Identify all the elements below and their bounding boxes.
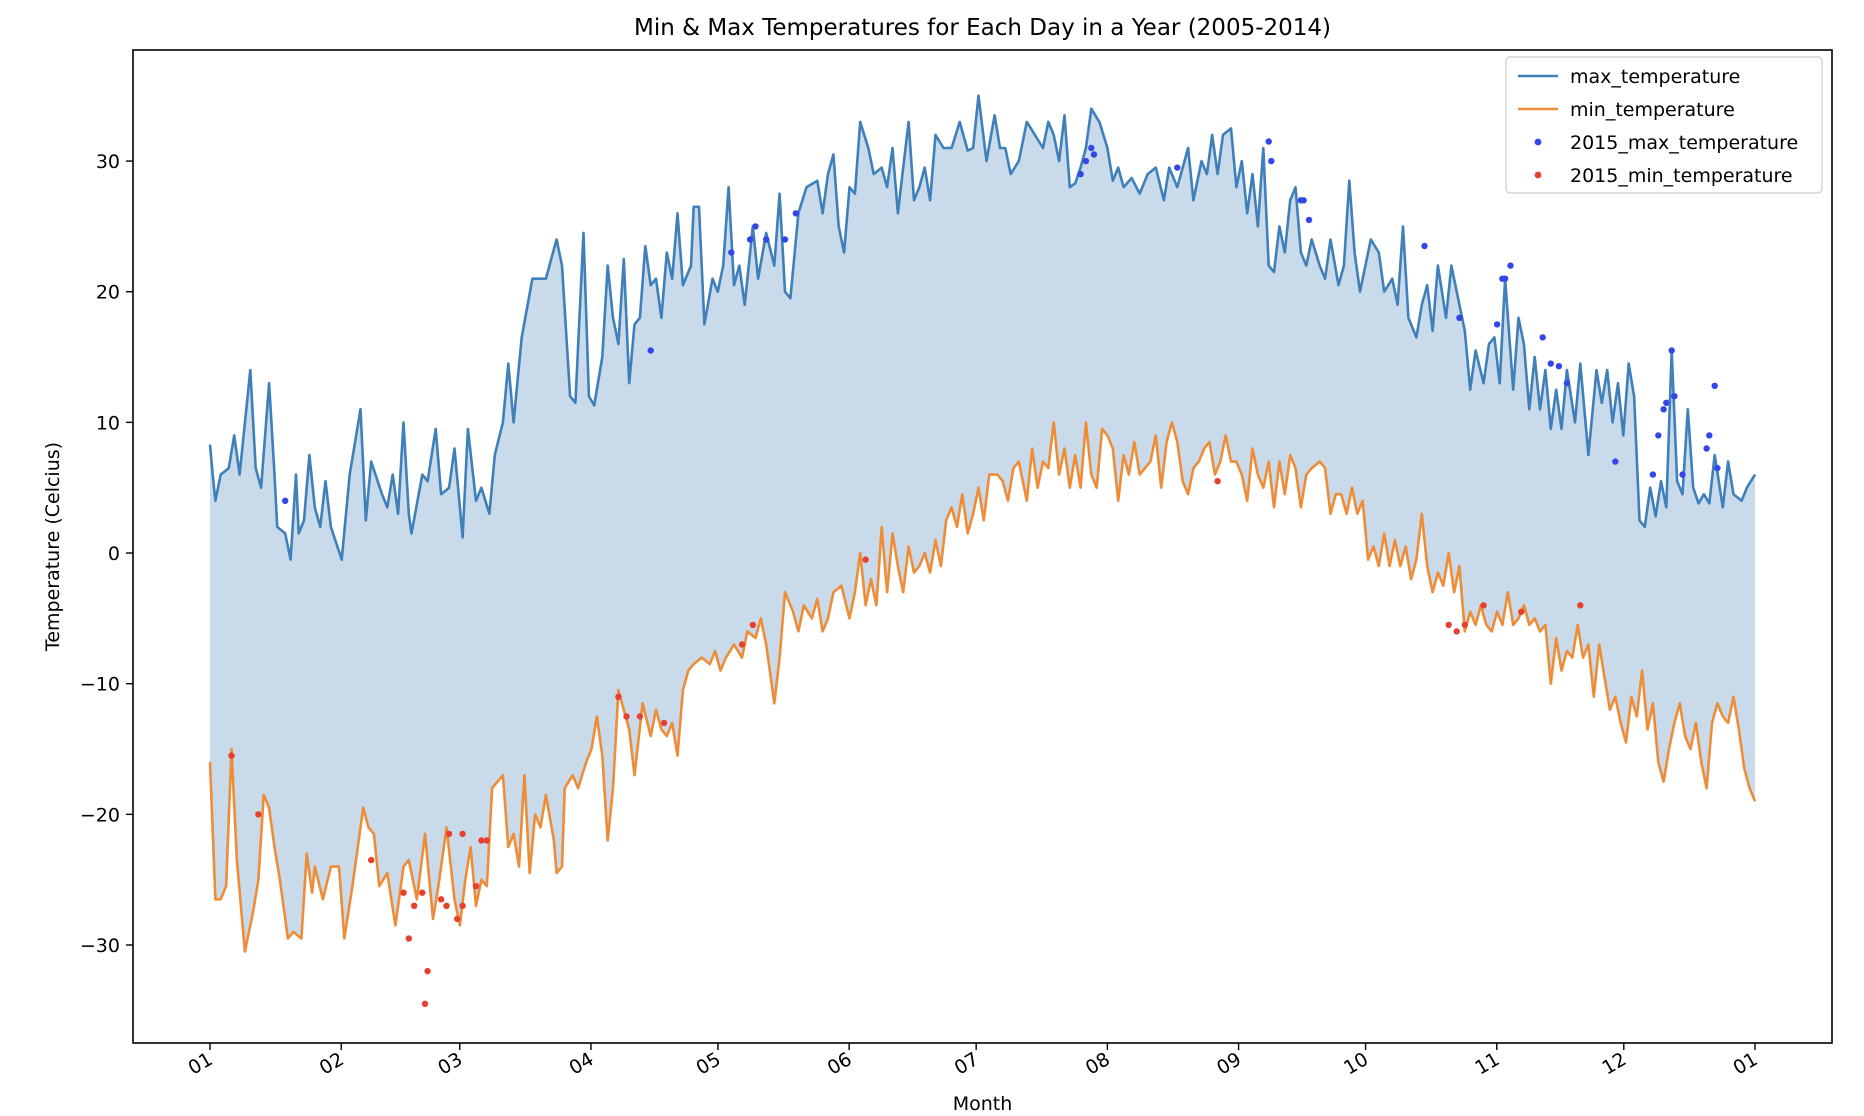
chart-title: Min & Max Temperatures for Each Day in a… bbox=[634, 15, 1331, 41]
data-point-2015-min-temperature-10 bbox=[443, 902, 450, 909]
data-point-2015-max-temperature-18 bbox=[1421, 242, 1428, 250]
data-point-2015-max-temperature-2 bbox=[728, 249, 735, 256]
data-point-2015-min-temperature-7 bbox=[421, 1000, 429, 1007]
data-point-2015-max-temperature-11 bbox=[1090, 151, 1098, 158]
data-point-2015-max-temperature-32 bbox=[1663, 399, 1670, 406]
y-axis-label: Temperature (Celcius) bbox=[42, 442, 64, 652]
data-point-2015-min-temperature-14 bbox=[459, 830, 466, 838]
data-point-2015-min-temperature-4 bbox=[405, 935, 412, 942]
data-point-2015-max-temperature-28 bbox=[1612, 458, 1619, 465]
data-point-2015-max-temperature-30 bbox=[1655, 432, 1662, 439]
series-line-max-temperature bbox=[208, 94, 1757, 561]
data-point-2015-max-temperature-3 bbox=[746, 236, 754, 243]
y-tick-label: 0 bbox=[108, 543, 120, 565]
data-point-2015-max-temperature-7 bbox=[792, 210, 799, 217]
data-point-2015-max-temperature-14 bbox=[1268, 157, 1275, 165]
y-tick-label: −10 bbox=[80, 674, 120, 696]
legend: max_temperature min_temperature 2015_max_t… bbox=[1505, 56, 1823, 194]
data-point-2015-min-temperature-20 bbox=[636, 713, 644, 720]
data-point-2015-min-temperature-12 bbox=[454, 915, 461, 923]
data-point-2015-max-temperature-37 bbox=[1706, 432, 1713, 439]
data-point-2015-min-temperature-19 bbox=[623, 713, 630, 720]
data-point-2015-max-temperature-10 bbox=[1088, 144, 1095, 152]
data-point-2015-max-temperature-24 bbox=[1539, 334, 1546, 341]
legend-swatch-2015-min-temperature bbox=[1534, 171, 1542, 179]
data-point-2015-min-temperature-0 bbox=[228, 752, 235, 759]
data-point-2015-max-temperature-8 bbox=[1077, 170, 1084, 178]
series-layer bbox=[208, 94, 1757, 1007]
data-point-2015-max-temperature-16 bbox=[1300, 197, 1307, 204]
data-point-2015-min-temperature-1 bbox=[255, 811, 262, 818]
data-point-2015-max-temperature-25 bbox=[1547, 360, 1555, 367]
legend-label-2015-min-temperature: 2015_min_temperature bbox=[1570, 165, 1793, 187]
data-point-2015-min-temperature-15 bbox=[472, 883, 480, 890]
data-point-2015-max-temperature-38 bbox=[1711, 382, 1718, 389]
data-point-2015-min-temperature-5 bbox=[411, 902, 418, 909]
series-points-2015-max-temperature bbox=[282, 138, 1721, 504]
data-point-2015-min-temperature-9 bbox=[437, 896, 445, 903]
plot-frame bbox=[132, 49, 1833, 1044]
data-point-2015-min-temperature-26 bbox=[1445, 621, 1452, 629]
data-point-2015-min-temperature-16 bbox=[478, 837, 485, 844]
y-tick-label: −30 bbox=[80, 935, 120, 957]
data-point-2015-min-temperature-18 bbox=[615, 693, 622, 700]
data-point-2015-max-temperature-34 bbox=[1671, 393, 1678, 400]
data-point-2015-max-temperature-23 bbox=[1501, 275, 1509, 282]
y-tick-label: 20 bbox=[96, 282, 120, 304]
legend-swatch-2015-max-temperature bbox=[1534, 138, 1542, 146]
data-point-2015-min-temperature-2 bbox=[368, 856, 375, 864]
data-point-2015-max-temperature-22 bbox=[1507, 262, 1514, 269]
data-point-2015-max-temperature-1 bbox=[647, 347, 654, 354]
data-point-2015-min-temperature-28 bbox=[1461, 621, 1469, 629]
data-point-2015-min-temperature-22 bbox=[738, 641, 746, 648]
y-tick-label: 30 bbox=[96, 151, 120, 173]
legend-box bbox=[1505, 56, 1823, 194]
data-point-2015-max-temperature-27 bbox=[1563, 380, 1571, 387]
data-point-2015-max-temperature-31 bbox=[1660, 406, 1667, 413]
data-point-2015-min-temperature-23 bbox=[749, 621, 756, 629]
data-point-2015-max-temperature-20 bbox=[1493, 321, 1501, 328]
data-point-2015-min-temperature-30 bbox=[1518, 608, 1525, 615]
data-point-2015-min-temperature-17 bbox=[483, 837, 490, 844]
fill-between-area bbox=[210, 95, 1755, 952]
data-point-2015-min-temperature-8 bbox=[424, 967, 431, 975]
data-point-2015-min-temperature-11 bbox=[445, 830, 453, 838]
data-point-2015-min-temperature-13 bbox=[459, 902, 466, 909]
data-point-2015-max-temperature-29 bbox=[1649, 471, 1657, 478]
data-point-2015-max-temperature-9 bbox=[1082, 157, 1090, 165]
data-point-2015-max-temperature-4 bbox=[752, 223, 759, 230]
data-point-2015-max-temperature-36 bbox=[1703, 445, 1710, 452]
data-point-2015-max-temperature-33 bbox=[1668, 347, 1675, 354]
data-point-2015-min-temperature-3 bbox=[400, 889, 407, 896]
data-point-2015-max-temperature-19 bbox=[1456, 314, 1463, 321]
data-point-2015-max-temperature-39 bbox=[1714, 464, 1721, 472]
series-points-2015-min-temperature bbox=[228, 478, 1584, 1007]
series-line-min-temperature bbox=[208, 421, 1757, 953]
data-point-2015-max-temperature-13 bbox=[1265, 138, 1272, 145]
legend-label-2015-max-temperature: 2015_max_temperature bbox=[1570, 132, 1798, 154]
data-point-2015-min-temperature-29 bbox=[1480, 602, 1487, 609]
data-point-2015-min-temperature-31 bbox=[1577, 602, 1584, 609]
x-axis-label: Month bbox=[953, 1093, 1013, 1115]
data-point-2015-max-temperature-0 bbox=[282, 497, 289, 504]
data-point-2015-max-temperature-26 bbox=[1555, 363, 1563, 370]
data-point-2015-min-temperature-25 bbox=[1214, 478, 1221, 485]
data-point-2015-max-temperature-35 bbox=[1679, 471, 1686, 478]
data-point-2015-min-temperature-6 bbox=[419, 889, 426, 896]
data-point-2015-min-temperature-24 bbox=[862, 556, 869, 563]
data-point-2015-max-temperature-5 bbox=[763, 236, 770, 243]
y-tick-label: −20 bbox=[80, 804, 120, 826]
fill-between-layer bbox=[210, 95, 1755, 952]
legend-label-max-temperature: max_temperature bbox=[1570, 66, 1740, 88]
y-tick-label: 10 bbox=[96, 412, 120, 434]
data-point-2015-min-temperature-27 bbox=[1453, 628, 1460, 635]
legend-label-min-temperature: min_temperature bbox=[1570, 99, 1735, 121]
data-point-2015-max-temperature-12 bbox=[1174, 164, 1181, 171]
data-point-2015-max-temperature-6 bbox=[781, 236, 789, 243]
data-point-2015-min-temperature-21 bbox=[660, 719, 668, 727]
data-point-2015-max-temperature-17 bbox=[1305, 216, 1313, 224]
